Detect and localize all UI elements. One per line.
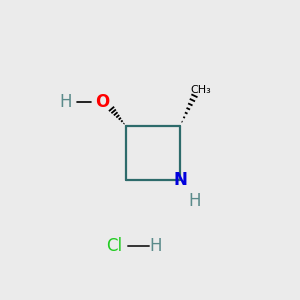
Text: Cl: Cl: [106, 237, 122, 255]
Text: N: N: [173, 171, 187, 189]
Text: H: H: [150, 237, 162, 255]
Text: CH₃: CH₃: [190, 85, 212, 95]
Text: H: H: [60, 93, 72, 111]
Text: H: H: [189, 192, 201, 210]
Text: O: O: [95, 93, 109, 111]
